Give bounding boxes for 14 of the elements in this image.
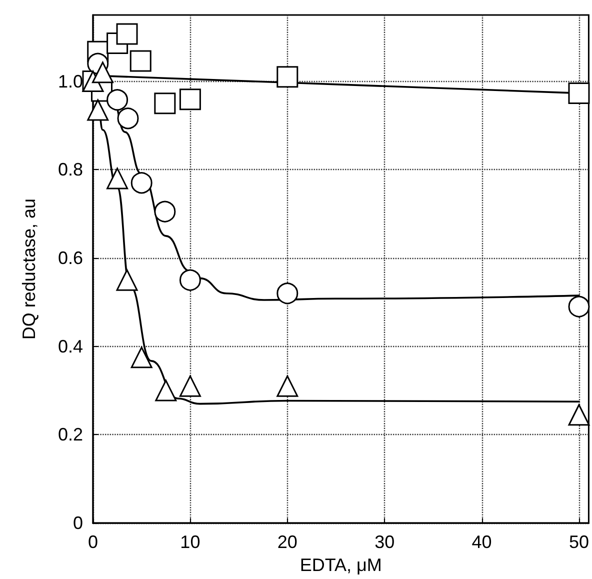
x-tick-label: 20 [277, 532, 298, 552]
x-axis-title: EDTA, μM [300, 555, 382, 575]
x-tick-label: 30 [374, 532, 395, 552]
y-tick-label: 1.0 [58, 71, 83, 92]
x-tick-label: 10 [180, 532, 200, 552]
y-tick-label: 0.4 [58, 336, 83, 356]
x-tick-label: 50 [568, 532, 590, 552]
y-tick-label: 0.8 [58, 160, 83, 180]
x-tick-label: 0 [88, 532, 98, 552]
y-tick-label: 0 [72, 513, 83, 534]
x-tick-label: 40 [472, 532, 492, 552]
y-axis-title: DQ reductase, au [19, 198, 39, 340]
y-tick-label: 0.6 [58, 248, 83, 268]
y-tick-label: 0.2 [58, 424, 83, 445]
